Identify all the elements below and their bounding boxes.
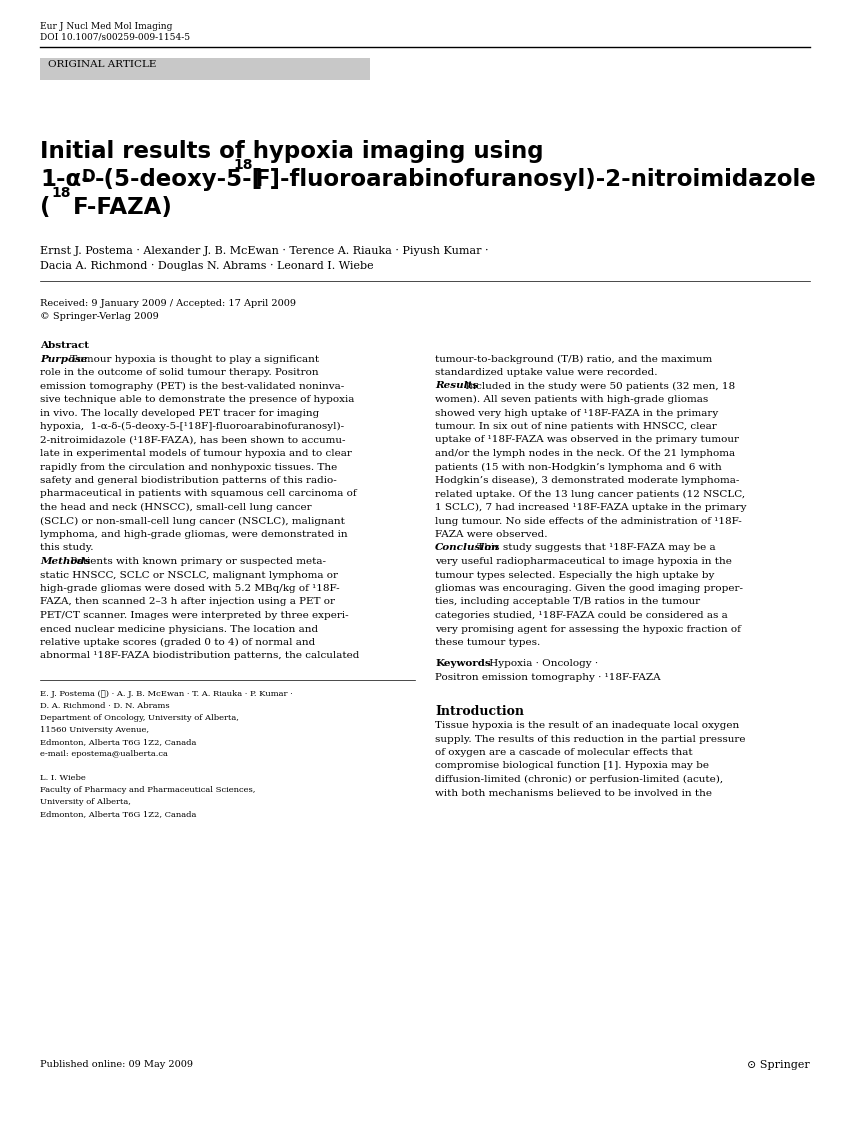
Text: Included in the study were 50 patients (32 men, 18: Included in the study were 50 patients (… — [462, 382, 735, 391]
Text: Initial results of hypoxia imaging using: Initial results of hypoxia imaging using — [40, 140, 543, 163]
Text: 1 SCLC), 7 had increased ¹18F-FAZA uptake in the primary: 1 SCLC), 7 had increased ¹18F-FAZA uptak… — [435, 504, 746, 513]
Text: Hodgkin’s disease), 3 demonstrated moderate lymphoma-: Hodgkin’s disease), 3 demonstrated moder… — [435, 476, 740, 485]
Text: Methods: Methods — [40, 557, 90, 566]
Text: abnormal ¹18F-FAZA biodistribution patterns, the calculated: abnormal ¹18F-FAZA biodistribution patte… — [40, 651, 360, 660]
Text: 1-α-: 1-α- — [40, 168, 91, 191]
Text: FAZA were observed.: FAZA were observed. — [435, 530, 547, 539]
Text: F]-fluoroarabinofuranosyl)-2-nitroimidazole: F]-fluoroarabinofuranosyl)-2-nitroimidaz… — [255, 168, 817, 191]
Text: 2-nitroimidazole (¹18F-FAZA), has been shown to accumu-: 2-nitroimidazole (¹18F-FAZA), has been s… — [40, 436, 345, 445]
Text: Tissue hypoxia is the result of an inadequate local oxygen: Tissue hypoxia is the result of an inade… — [435, 721, 740, 730]
Text: Conclusion: Conclusion — [435, 543, 500, 552]
Text: DOI 10.1007/s00259-009-1154-5: DOI 10.1007/s00259-009-1154-5 — [40, 33, 190, 42]
Text: relative uptake scores (graded 0 to 4) of normal and: relative uptake scores (graded 0 to 4) o… — [40, 638, 315, 647]
Text: ties, including acceptable T/B ratios in the tumour: ties, including acceptable T/B ratios in… — [435, 597, 700, 606]
Text: e-mail: epostema@ualberta.ca: e-mail: epostema@ualberta.ca — [40, 750, 167, 758]
Text: emission tomography (PET) is the best-validated noninva-: emission tomography (PET) is the best-va… — [40, 382, 344, 391]
Text: tumour. In six out of nine patients with HNSCC, clear: tumour. In six out of nine patients with… — [435, 422, 717, 431]
Text: 18: 18 — [233, 158, 252, 172]
Text: static HNSCC, SCLC or NSCLC, malignant lymphoma or: static HNSCC, SCLC or NSCLC, malignant l… — [40, 570, 338, 579]
Text: University of Alberta,: University of Alberta, — [40, 798, 131, 806]
Text: ⊙ Springer: ⊙ Springer — [747, 1060, 810, 1070]
Text: ORIGINAL ARTICLE: ORIGINAL ARTICLE — [48, 60, 156, 69]
Text: categories studied, ¹18F-FAZA could be considered as a: categories studied, ¹18F-FAZA could be c… — [435, 611, 728, 620]
Text: Purpose: Purpose — [40, 355, 88, 364]
Text: (SCLC) or non-small-cell lung cancer (NSCLC), malignant: (SCLC) or non-small-cell lung cancer (NS… — [40, 516, 345, 526]
Text: rapidly from the circulation and nonhypoxic tissues. The: rapidly from the circulation and nonhypo… — [40, 463, 337, 472]
Text: L. I. Wiebe: L. I. Wiebe — [40, 774, 86, 782]
Text: safety and general biodistribution patterns of this radio-: safety and general biodistribution patte… — [40, 476, 337, 485]
Text: Dacia A. Richmond · Douglas N. Abrams · Leonard I. Wiebe: Dacia A. Richmond · Douglas N. Abrams · … — [40, 261, 374, 271]
Text: Hypoxia · Oncology ·: Hypoxia · Oncology · — [486, 659, 598, 668]
Text: Tumour hypoxia is thought to play a significant: Tumour hypoxia is thought to play a sign… — [67, 355, 320, 364]
Text: Keywords: Keywords — [435, 659, 490, 668]
Text: enced nuclear medicine physicians. The location and: enced nuclear medicine physicians. The l… — [40, 624, 318, 633]
Text: compromise biological function [1]. Hypoxia may be: compromise biological function [1]. Hypo… — [435, 761, 709, 770]
Text: Results: Results — [435, 382, 479, 391]
Text: diffusion-limited (chronic) or perfusion-limited (acute),: diffusion-limited (chronic) or perfusion… — [435, 774, 723, 785]
Text: very promising agent for assessing the hypoxic fraction of: very promising agent for assessing the h… — [435, 624, 741, 633]
Text: the head and neck (HNSCC), small-cell lung cancer: the head and neck (HNSCC), small-cell lu… — [40, 504, 312, 513]
Text: Patients with known primary or suspected meta-: Patients with known primary or suspected… — [67, 557, 326, 566]
Text: D: D — [82, 168, 96, 186]
Text: (: ( — [40, 196, 50, 219]
FancyBboxPatch shape — [40, 58, 370, 80]
Text: D. A. Richmond · D. N. Abrams: D. A. Richmond · D. N. Abrams — [40, 702, 170, 710]
Text: FAZA, then scanned 2–3 h after injection using a PET or: FAZA, then scanned 2–3 h after injection… — [40, 597, 335, 606]
Text: related uptake. Of the 13 lung cancer patients (12 NSCLC,: related uptake. Of the 13 lung cancer pa… — [435, 490, 745, 499]
Text: Positron emission tomography · ¹18F-FAZA: Positron emission tomography · ¹18F-FAZA — [435, 673, 660, 682]
Text: of oxygen are a cascade of molecular effects that: of oxygen are a cascade of molecular eff… — [435, 749, 693, 758]
Text: Ernst J. Postema · Alexander J. B. McEwan · Terence A. Riauka · Piyush Kumar ·: Ernst J. Postema · Alexander J. B. McEwa… — [40, 246, 489, 256]
Text: 18: 18 — [51, 186, 71, 200]
Text: Received: 9 January 2009 / Accepted: 17 April 2009: Received: 9 January 2009 / Accepted: 17 … — [40, 299, 296, 308]
Text: lung tumour. No side effects of the administration of ¹18F-: lung tumour. No side effects of the admi… — [435, 516, 742, 525]
Text: Edmonton, Alberta T6G 1Z2, Canada: Edmonton, Alberta T6G 1Z2, Canada — [40, 738, 196, 746]
Text: pharmaceutical in patients with squamous cell carcinoma of: pharmaceutical in patients with squamous… — [40, 490, 357, 499]
Text: supply. The results of this reduction in the partial pressure: supply. The results of this reduction in… — [435, 735, 745, 744]
Text: role in the outcome of solid tumour therapy. Positron: role in the outcome of solid tumour ther… — [40, 368, 319, 377]
Text: tumour types selected. Especially the high uptake by: tumour types selected. Especially the hi… — [435, 570, 714, 579]
Text: Department of Oncology, University of Alberta,: Department of Oncology, University of Al… — [40, 714, 239, 723]
Text: showed very high uptake of ¹18F-FAZA in the primary: showed very high uptake of ¹18F-FAZA in … — [435, 409, 718, 418]
Text: hypoxia,  1-α-δ-(5-deoxy-5-[¹18F]-fluoroarabinofuranosyl)-: hypoxia, 1-α-δ-(5-deoxy-5-[¹18F]-fluoroa… — [40, 422, 344, 431]
Text: tumour-to-background (T/B) ratio, and the maximum: tumour-to-background (T/B) ratio, and th… — [435, 355, 712, 364]
Text: uptake of ¹18F-FAZA was observed in the primary tumour: uptake of ¹18F-FAZA was observed in the … — [435, 436, 739, 445]
Text: Published online: 09 May 2009: Published online: 09 May 2009 — [40, 1060, 193, 1069]
Text: late in experimental models of tumour hypoxia and to clear: late in experimental models of tumour hy… — [40, 449, 352, 458]
Text: E. J. Postema (✉) · A. J. B. McEwan · T. A. Riauka · P. Kumar ·: E. J. Postema (✉) · A. J. B. McEwan · T.… — [40, 690, 292, 698]
Text: standardized uptake value were recorded.: standardized uptake value were recorded. — [435, 368, 658, 377]
Text: with both mechanisms believed to be involved in the: with both mechanisms believed to be invo… — [435, 788, 712, 797]
Text: patients (15 with non-Hodgkin’s lymphoma and 6 with: patients (15 with non-Hodgkin’s lymphoma… — [435, 463, 722, 472]
Text: F-FAZA): F-FAZA) — [73, 196, 173, 219]
Text: women). All seven patients with high-grade gliomas: women). All seven patients with high-gra… — [435, 395, 708, 404]
Text: -(5-deoxy-5-[: -(5-deoxy-5-[ — [95, 168, 264, 191]
Text: these tumour types.: these tumour types. — [435, 638, 541, 647]
Text: high-grade gliomas were dosed with 5.2 MBq/kg of ¹18F-: high-grade gliomas were dosed with 5.2 M… — [40, 584, 340, 593]
Text: and/or the lymph nodes in the neck. Of the 21 lymphoma: and/or the lymph nodes in the neck. Of t… — [435, 449, 735, 458]
Text: PET/CT scanner. Images were interpreted by three experi-: PET/CT scanner. Images were interpreted … — [40, 611, 348, 620]
Text: lymphoma, and high-grade gliomas, were demonstrated in: lymphoma, and high-grade gliomas, were d… — [40, 530, 348, 539]
Text: Introduction: Introduction — [435, 704, 524, 718]
Text: very useful radiopharmaceutical to image hypoxia in the: very useful radiopharmaceutical to image… — [435, 557, 732, 566]
Text: 11560 University Avenue,: 11560 University Avenue, — [40, 726, 149, 734]
Text: this study.: this study. — [40, 543, 94, 552]
Text: Faculty of Pharmacy and Pharmaceutical Sciences,: Faculty of Pharmacy and Pharmaceutical S… — [40, 786, 255, 794]
Text: This study suggests that ¹18F-FAZA may be a: This study suggests that ¹18F-FAZA may b… — [474, 543, 716, 552]
Text: gliomas was encouraging. Given the good imaging proper-: gliomas was encouraging. Given the good … — [435, 584, 743, 593]
Text: sive technique able to demonstrate the presence of hypoxia: sive technique able to demonstrate the p… — [40, 395, 354, 404]
Text: Abstract: Abstract — [40, 341, 89, 350]
Text: Eur J Nucl Med Mol Imaging: Eur J Nucl Med Mol Imaging — [40, 21, 173, 30]
Text: © Springer-Verlag 2009: © Springer-Verlag 2009 — [40, 312, 159, 321]
Text: in vivo. The locally developed PET tracer for imaging: in vivo. The locally developed PET trace… — [40, 409, 320, 418]
Text: Edmonton, Alberta T6G 1Z2, Canada: Edmonton, Alberta T6G 1Z2, Canada — [40, 809, 196, 819]
